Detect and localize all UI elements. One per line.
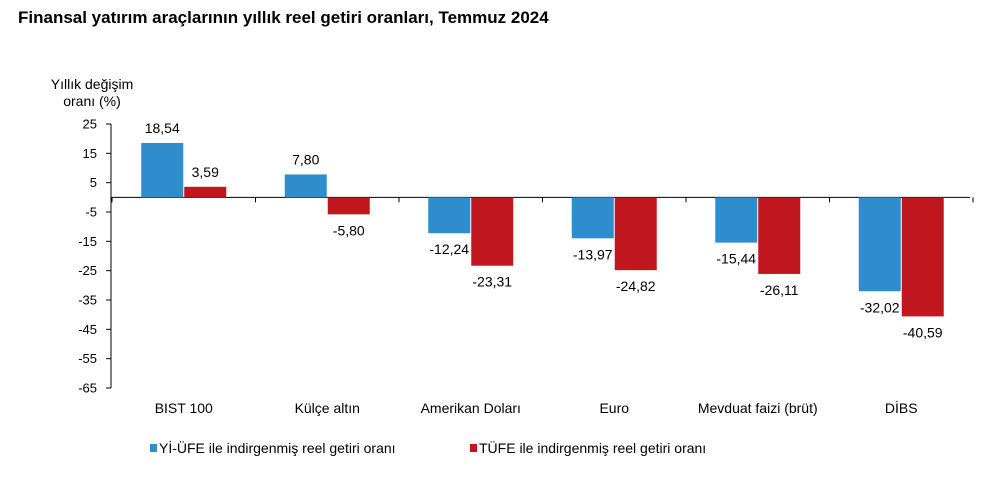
data-label: 3,59 [192,164,219,180]
y-tick-label: -25 [78,263,97,278]
bar [428,197,471,234]
bar [284,174,327,198]
chart-bars [141,142,944,317]
legend-swatch [470,444,477,452]
bar [614,197,657,271]
y-tick-label: -35 [78,293,97,308]
bar [141,142,184,198]
chart-legend: Yİ-ÜFE ile indirgenmiş reel getiri oranı… [150,439,706,456]
y-axis-title-line1: Yıllık değişim [51,76,133,92]
data-label: -23,31 [472,274,512,290]
y-tick-label: -55 [78,351,97,366]
bar [471,197,514,266]
x-category-label: Mevduat faizi (brüt) [698,400,818,416]
y-tick-label: -15 [78,234,97,249]
bar [327,197,370,215]
x-category-label: Külçe altın [295,400,360,416]
bar [184,186,227,198]
x-category-label: Euro [599,400,629,416]
y-tick-label: 25 [83,117,97,132]
data-label: 18,54 [145,120,180,136]
chart-title: Finansal yatırım araçlarının yıllık reel… [18,8,549,27]
data-label: -5,80 [333,222,365,238]
bar [901,197,944,317]
legend-label: TÜFE ile indirgenmiş reel getiri oranı [479,439,706,456]
legend-label: Yİ-ÜFE ile indirgenmiş reel getiri oranı [159,439,396,456]
data-label: -32,02 [860,299,900,315]
x-category-label: BIST 100 [155,400,213,416]
data-label: -12,24 [429,241,469,257]
bar [715,197,758,243]
y-tick-label: -65 [78,381,97,396]
y-axis-title-line2: oranı (%) [63,93,121,109]
data-label: -26,11 [760,282,799,298]
x-category-label: Amerikan Doları [421,400,521,416]
chart-labels: 18,54 3,59 7,80 -5,80 -12,24 -23,31 -13,97-24,… [145,120,943,340]
bar [571,197,614,239]
bar [758,197,801,274]
bar [858,197,901,292]
y-tick-label: -5 [85,205,97,220]
y-tick-label: -45 [78,322,97,337]
data-label: -40,59 [903,324,943,340]
y-tick-label: 5 [90,175,97,190]
data-label: 7,80 [292,151,319,167]
data-label: -24,82 [616,278,656,294]
data-label: -13,97 [573,246,613,262]
x-category-label: DİBS [885,399,918,416]
legend-swatch [150,444,157,452]
data-label: -15,44 [716,251,756,267]
y-tick-label: 15 [83,146,97,161]
